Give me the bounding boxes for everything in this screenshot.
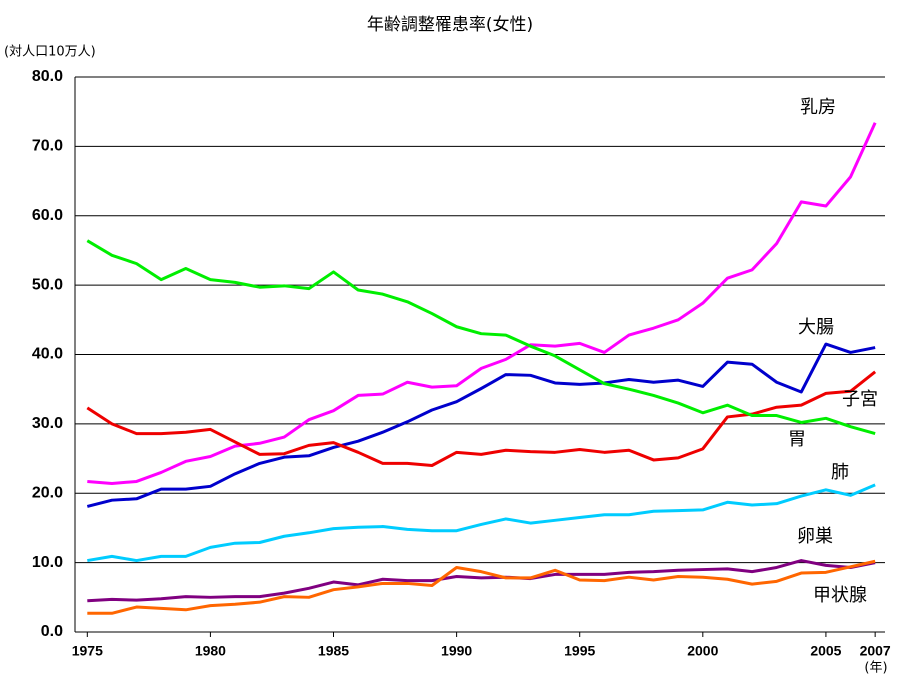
x-tick-label: 1985 — [318, 643, 349, 659]
y-tick-label: 10.0 — [32, 554, 63, 571]
series-label: 大腸 — [798, 317, 834, 338]
x-tick-label: 2000 — [687, 643, 718, 659]
series-label: 甲状腺 — [813, 585, 867, 606]
y-tick-label: 80.0 — [32, 68, 63, 85]
y-tick-label: 40.0 — [32, 346, 63, 363]
series-line — [87, 483, 876, 563]
x-tick-label: 2007 — [860, 643, 891, 659]
chart-title: 年齢調整罹患率(女性) — [367, 15, 533, 35]
series-line — [86, 370, 877, 467]
series-label: 乳房 — [800, 97, 836, 118]
y-tick-label: 60.0 — [32, 207, 63, 224]
series-label: 胃 — [788, 429, 806, 450]
series-label: 子宮 — [842, 389, 878, 410]
series-line — [86, 239, 876, 436]
x-tick-label: 1990 — [441, 643, 472, 659]
series-line — [87, 559, 876, 603]
series-label: 肺 — [831, 462, 849, 483]
x-tick-label: 1975 — [72, 643, 103, 659]
y-tick-label: 70.0 — [32, 138, 63, 155]
series-label: 卵巣 — [797, 526, 833, 547]
y-tick-label: 50.0 — [32, 276, 63, 293]
y-tick-label: 30.0 — [32, 415, 63, 432]
series-line — [87, 559, 876, 615]
y-tick-label: 0.0 — [41, 623, 63, 640]
x-tick-label: 1980 — [195, 643, 226, 659]
y-tick-label: 20.0 — [32, 484, 63, 501]
x-tick-label: 2005 — [810, 643, 841, 659]
x-tick-label: 1995 — [564, 643, 595, 659]
series-line — [86, 342, 876, 508]
y-axis-label: (対人口10万人) — [4, 45, 96, 60]
x-unit: (年) — [864, 661, 887, 676]
series-line — [87, 122, 877, 486]
